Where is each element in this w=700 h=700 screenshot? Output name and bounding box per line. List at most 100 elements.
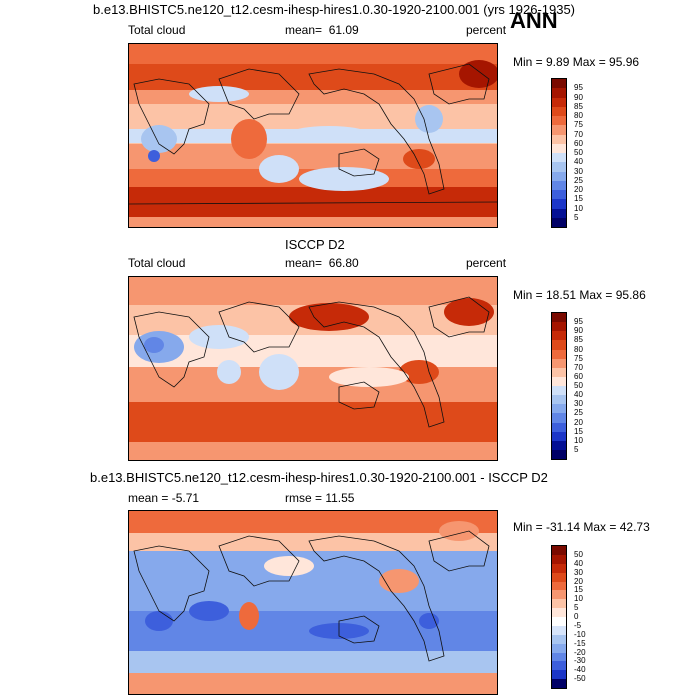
colorbar-swatch [552,617,566,626]
colorbar-swatch [552,395,566,405]
colorbar-swatch [552,349,566,359]
colorbar-swatch [552,546,566,555]
panel3-map-field [129,511,497,694]
colorbar-tick-label: 5 [574,603,579,613]
colorbar-tick-label: 70 [574,129,583,139]
figure-title: b.e13.BHISTC5.ne120_t12.cesm-ihesp-hires… [93,2,576,17]
panel2-variable-label: Total cloud [128,256,186,270]
panel1-map [128,43,498,228]
colorbar-swatch [552,97,566,107]
panel2-minmax: Min = 18.51 Max = 95.86 [513,288,646,302]
panel2-map [128,276,498,461]
panel1-minmax: Min = 9.89 Max = 95.96 [513,55,640,69]
colorbar-tick-label: -30 [574,656,586,666]
colorbar-tick-label: -10 [574,629,586,639]
colorbar-swatch [552,670,566,680]
panel2-title: ISCCP D2 [285,237,345,252]
colorbar-tick-label: 5 [574,444,579,454]
colorbar-swatch [552,358,566,368]
panel1-mean: mean= 61.09 [285,23,359,37]
colorbar-swatch [552,431,566,441]
colorbar-tick-label: 85 [574,335,583,345]
panel2-colorbar: 95 90 85 80 75 70 60 50 40 30 25 20 15 10 5 [551,312,583,460]
colorbar-tick-label: 60 [574,138,583,148]
panel3-rmse: rmse = 11.55 [285,491,355,505]
panel3-colorbar: 50 40 30 20 15 10 5 0 -5 -10 -15 -20 -30 -40 -50 [551,545,586,689]
colorbar-tick-label: 10 [574,435,583,445]
colorbar-tick-label: -20 [574,647,586,657]
colorbar-swatch [552,199,566,209]
colorbar-swatch [552,661,566,671]
colorbar-swatch [552,217,566,227]
colorbar-swatch [552,208,566,218]
colorbar-tick-label: 50 [574,148,583,157]
colorbar-tick-label: 0 [574,612,579,621]
panel3-minmax: Min = -31.14 Max = 42.73 [513,520,650,534]
colorbar-tick-label: 75 [574,353,583,363]
colorbar-tick-label: 15 [574,585,583,595]
colorbar-swatch [552,116,566,126]
colorbar-swatch [552,134,566,144]
colorbar-tick-label: 5 [574,212,579,222]
panel1-map-field [129,44,497,227]
colorbar-tick-label: 95 [574,317,583,327]
colorbar-tick-label: 40 [574,390,583,400]
colorbar-tick-label: 30 [574,399,583,409]
colorbar-tick-label: 15 [574,194,583,204]
colorbar-tick-label: 10 [574,594,583,604]
colorbar-tick-label: 15 [574,426,583,436]
colorbar-swatch [552,190,566,200]
colorbar-tick-label: 25 [574,408,583,418]
panel1-colorbar: 95 90 85 80 75 70 60 50 40 30 25 20 15 10 5 [551,78,583,228]
colorbar-swatch [552,331,566,341]
colorbar-swatch [552,422,566,432]
colorbar-swatch [552,625,566,635]
colorbar-tick-label: 30 [574,166,583,176]
colorbar-tick-label: -40 [574,665,586,675]
colorbar-tick-label: 50 [574,549,583,559]
colorbar-tick-label: 40 [574,157,583,167]
colorbar-tick-label: 20 [574,185,583,194]
colorbar-swatch [552,599,566,609]
colorbar-swatch [552,449,566,459]
colorbar-swatch [552,143,566,153]
colorbar-tick-label: 95 [574,83,583,93]
colorbar-swatch [552,554,566,564]
colorbar-tick-label: -5 [574,620,582,630]
colorbar-swatch [552,563,566,573]
panel2-map-field [129,277,497,460]
colorbar-swatch [552,440,566,450]
colorbar-tick-label: 90 [574,92,583,102]
colorbar-tick-label: 25 [574,175,583,185]
colorbar-tick-label: 85 [574,101,583,111]
colorbar-swatch [552,413,566,423]
colorbar-swatch [552,322,566,332]
colorbar-swatch [552,581,566,591]
colorbar-tick-label: 50 [574,381,583,390]
panel3-mean: mean = -5.71 [128,491,200,505]
panel2-mean: mean= 66.80 [285,256,359,270]
colorbar-swatch [552,153,566,163]
colorbar-swatch [552,652,566,662]
colorbar-tick-label: 60 [574,371,583,381]
colorbar-tick-label: 30 [574,567,583,577]
colorbar-swatch [552,180,566,190]
colorbar-tick-label: 10 [574,203,583,213]
colorbar-swatch [552,340,566,350]
colorbar-tick-label: -50 [574,674,586,684]
colorbar-tick-label: 90 [574,326,583,336]
colorbar-swatch [552,634,566,644]
colorbar-swatch [552,679,566,688]
colorbar-swatch [552,404,566,414]
panel2-units: percent [466,256,507,270]
colorbar-swatch [552,376,566,386]
colorbar-swatch [552,590,566,600]
colorbar-tick-label: 20 [574,576,583,586]
colorbar-swatch [552,367,566,377]
colorbar-tick-label: 75 [574,120,583,130]
colorbar-swatch [552,162,566,172]
colorbar-tick-label: 20 [574,417,583,427]
panel3-title: b.e13.BHISTC5.ne120_t12.cesm-ihesp-hires… [90,470,548,485]
colorbar-tick-label: 40 [574,558,583,568]
colorbar-swatch [552,125,566,135]
